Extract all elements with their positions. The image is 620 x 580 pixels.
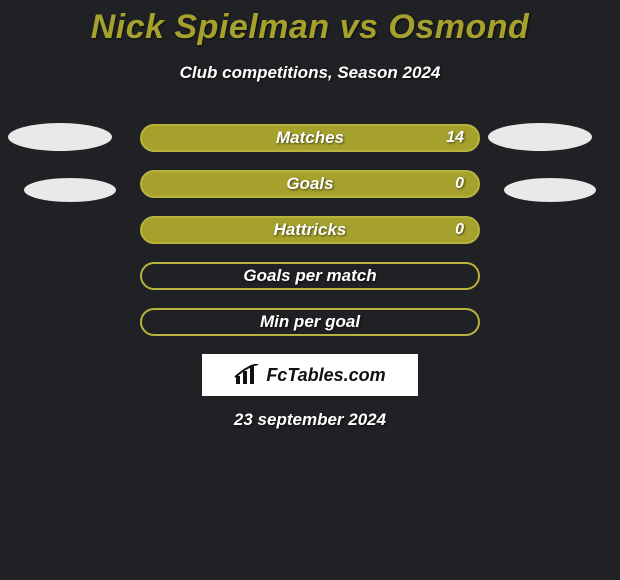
bar-chart-icon [234, 364, 260, 386]
stat-label-goals: Goals [142, 174, 478, 194]
stat-value-hattricks: 0 [455, 221, 464, 239]
date-text: 23 september 2024 [0, 410, 620, 430]
stat-label-mpg: Min per goal [142, 312, 478, 332]
stat-label-matches: Matches [142, 128, 478, 148]
stat-bar-mpg: Min per goal [140, 308, 480, 336]
subtitle: Club competitions, Season 2024 [0, 63, 620, 83]
stat-bar-goals: Goals0 [140, 170, 480, 198]
stat-bar-hattricks: Hattricks0 [140, 216, 480, 244]
page-title: Nick Spielman vs Osmond [0, 8, 620, 47]
stat-label-gpm: Goals per match [142, 266, 478, 286]
player-right-ellipse-2 [504, 178, 596, 202]
stat-value-goals: 0 [455, 175, 464, 193]
stat-label-hattricks: Hattricks [142, 220, 478, 240]
stat-bar-matches: Matches14 [140, 124, 480, 152]
player-left-ellipse-1 [8, 123, 112, 151]
player-left-ellipse-2 [24, 178, 116, 202]
stat-bar-gpm: Goals per match [140, 262, 480, 290]
player-right-ellipse-1 [488, 123, 592, 151]
stat-value-matches: 14 [446, 129, 464, 147]
fctables-logo: FcTables.com [202, 354, 418, 396]
comparison-infographic: Nick Spielman vs Osmond Club competition… [0, 0, 620, 580]
fctables-logo-text: FcTables.com [266, 365, 385, 386]
